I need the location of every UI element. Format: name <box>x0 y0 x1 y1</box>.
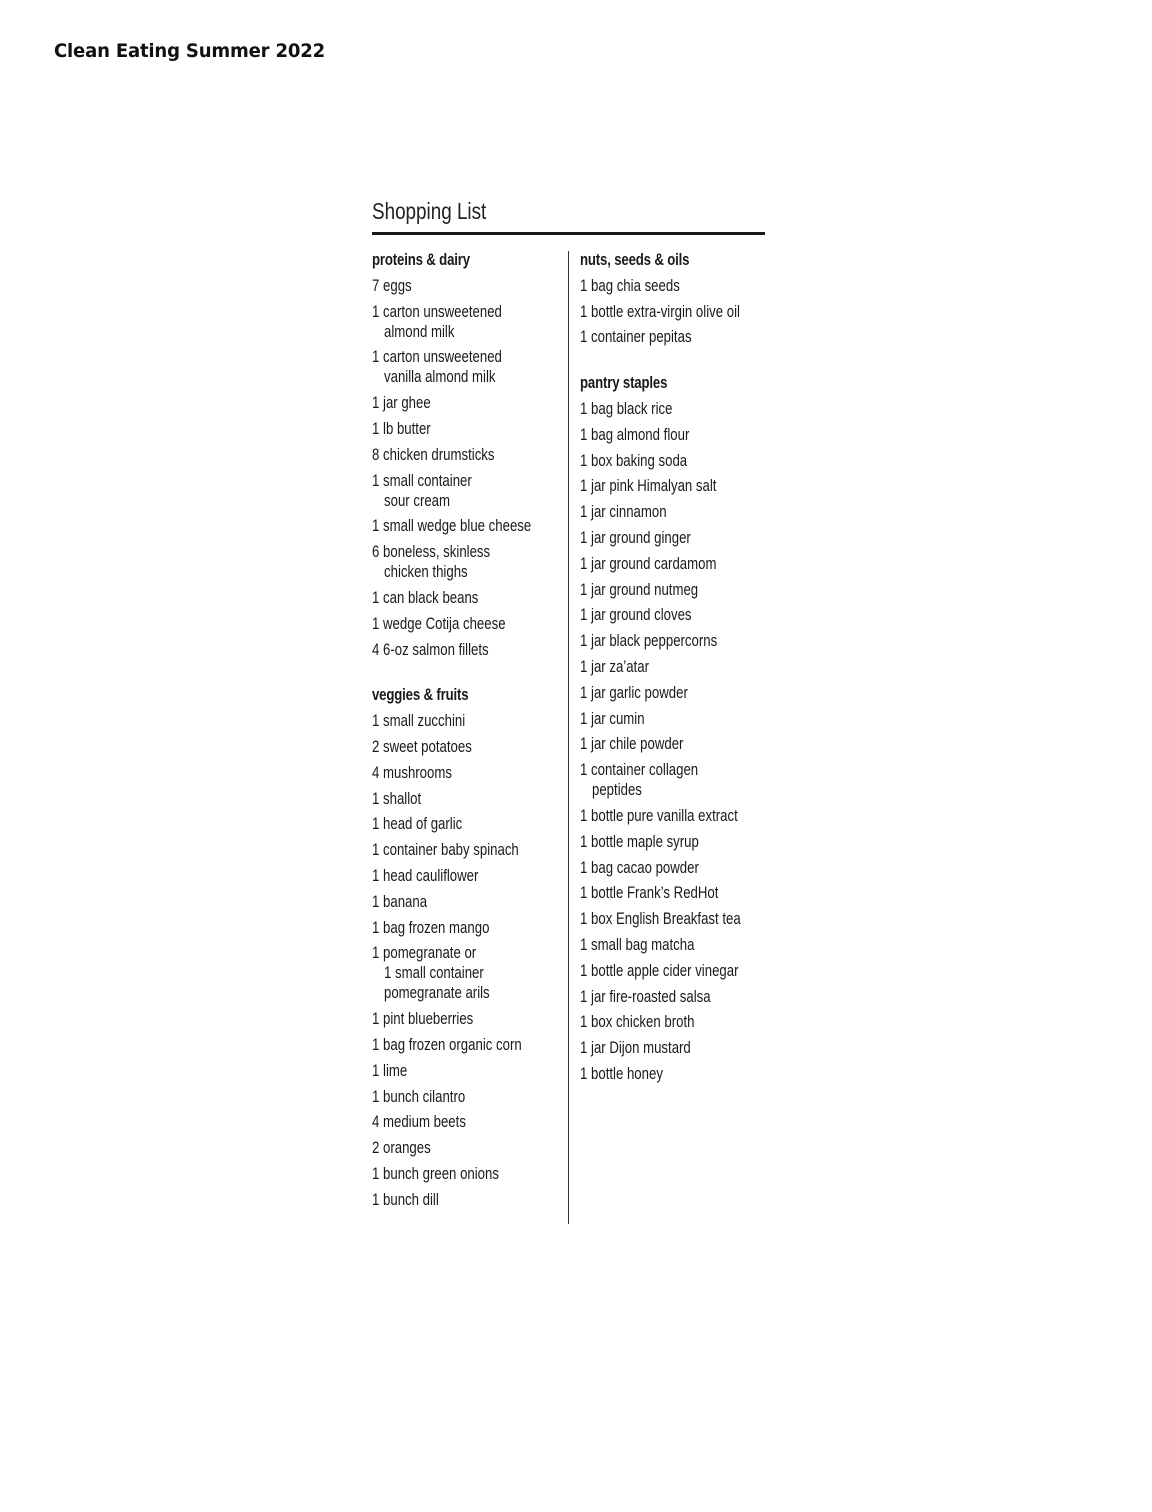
list-item: 1 head of garlic <box>372 815 463 834</box>
page-title: Shopping List <box>372 198 487 224</box>
list-item: 1 jar garlic powder <box>580 683 688 702</box>
title-rule <box>372 232 765 235</box>
list-item: 7 eggs <box>372 276 412 295</box>
list-item: 8 chicken drumsticks <box>372 445 495 464</box>
list-item: 4 mushrooms <box>372 763 452 782</box>
list-item: 1 jar ground nutmeg <box>580 580 699 599</box>
column-divider <box>568 251 569 1224</box>
list-item: 1 box baking soda <box>580 451 688 470</box>
list-item: 1 small zucchini <box>372 712 466 731</box>
list-item: 1 bottle pure vanilla extract <box>580 806 738 825</box>
list-item: 1 bag cacao powder <box>580 858 699 877</box>
section-heading: proteins & dairy <box>372 251 470 269</box>
list-item: 1 bag almond flour <box>580 425 690 444</box>
list-item: 1 pint blueberries <box>372 1010 474 1029</box>
list-item: 1 bag chia seeds <box>580 276 680 295</box>
list-item: 1 jar pink Himalyan salt <box>580 477 717 496</box>
list-item: 1 bunch dill <box>372 1190 439 1209</box>
list-item: 1 banana <box>372 892 428 911</box>
list-item: 1 jar cumin <box>580 709 645 728</box>
section-heading: pantry staples <box>580 374 668 393</box>
section-heading: nuts, seeds & oils <box>580 251 690 269</box>
list-item: 1 bottle apple cider vinegar <box>580 961 739 980</box>
shopping-section: nuts, seeds & oils 1 bag chia seeds 1 bott… <box>580 250 772 347</box>
list-item: 1 jar fire-roasted salsa <box>580 987 711 1006</box>
list-item: 1 bottle extra-virgin olive oil <box>580 302 740 321</box>
shopping-section: veggies & fruits 1 small zucchini 2 sweet … <box>372 685 564 1209</box>
list-item: 1 container collagen peptides <box>580 761 699 800</box>
list-item: 1 bag black rice <box>580 399 673 418</box>
list-item: 1 jar Dijon mustard <box>580 1039 691 1058</box>
list-item: 1 shallot <box>372 789 422 808</box>
list-item: 1 bag frozen mango <box>372 918 490 937</box>
list-item: 2 sweet potatoes <box>372 737 472 756</box>
publication-header: Clean Eating Summer 2022 <box>54 40 325 62</box>
list-item: 1 lb butter <box>372 419 431 438</box>
list-item: 1 container baby spinach <box>372 841 519 860</box>
list-item: 1 lime <box>372 1061 408 1080</box>
shopping-section: proteins & dairy 7 eggs 1 carton unsweeten… <box>372 250 564 660</box>
list-item: 1 jar ground cardamom <box>580 554 717 573</box>
list-item: 1 container pepitas <box>580 328 692 347</box>
list-item: 1 jar za’atar <box>580 657 649 676</box>
list-item: 4 medium beets <box>372 1113 466 1132</box>
list-item: 1 bunch green onions <box>372 1164 499 1183</box>
list-item: 1 small bag matcha <box>580 935 695 954</box>
list-item: 1 bottle honey <box>580 1064 663 1083</box>
list-item: 1 small wedge blue cheese <box>372 517 532 536</box>
list-item: 1 box English Breakfast tea <box>580 910 741 929</box>
list-item: 1 box chicken broth <box>580 1013 695 1032</box>
section-heading: veggies & fruits <box>372 686 469 705</box>
shopping-section: pantry staples 1 bag black rice 1 bag almo… <box>580 373 772 1084</box>
list-item: 1 small container sour cream <box>372 471 472 510</box>
right-column: nuts, seeds & oils 1 bag chia seeds 1 bott… <box>580 250 772 1110</box>
list-item: 2 oranges <box>372 1139 431 1158</box>
left-column: proteins & dairy 7 eggs 1 carton unsweeten… <box>372 250 564 1236</box>
list-item: 1 bottle Frank’s RedHot <box>580 884 719 903</box>
list-item: 1 carton unsweetened vanilla almond milk <box>372 348 502 387</box>
list-item: 4 6-oz salmon fillets <box>372 640 489 659</box>
list-item: 1 jar ground cloves <box>580 606 692 625</box>
list-item: 1 jar chile powder <box>580 735 684 754</box>
list-item: 1 jar black peppercorns <box>580 632 718 651</box>
list-item: 1 jar ghee <box>372 394 431 413</box>
list-item: 1 wedge Cotija cheese <box>372 614 506 633</box>
list-item: 1 jar ground ginger <box>580 528 691 547</box>
list-item: 6 boneless, skinless chicken thighs <box>372 543 491 582</box>
list-item: 1 pomegranate or 1 small container pomeg… <box>372 944 490 1003</box>
list-item: 1 bag frozen organic corn <box>372 1035 522 1054</box>
list-item: 1 bunch cilantro <box>372 1087 466 1106</box>
list-item: 1 jar cinnamon <box>580 503 667 522</box>
list-item: 1 can black beans <box>372 588 479 607</box>
list-item: 1 carton unsweetened almond milk <box>372 302 502 341</box>
list-item: 1 bottle maple syrup <box>580 832 699 851</box>
list-item: 1 head cauliflower <box>372 866 479 885</box>
